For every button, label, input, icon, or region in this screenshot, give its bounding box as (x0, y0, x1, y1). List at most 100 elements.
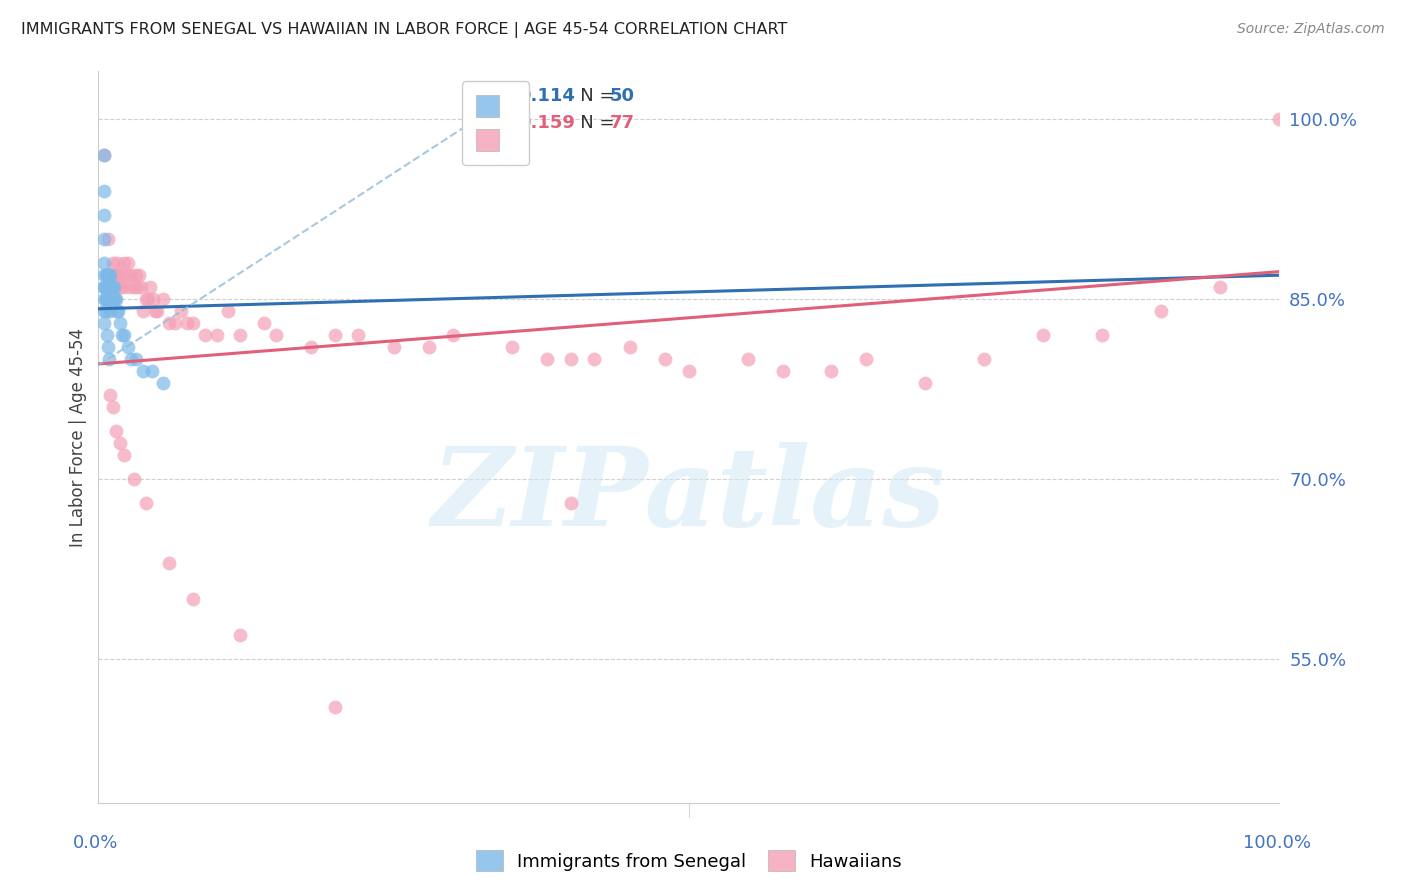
Point (125, 352, 148, 367)
Point (121, 268, 143, 283)
Text: 100.0%: 100.0% (1243, 834, 1310, 852)
Point (96, 280, 118, 294)
Point (115, 268, 138, 283)
Point (205, 328, 228, 343)
Point (382, 340, 405, 354)
Point (117, 340, 139, 354)
Point (98, 388, 121, 402)
Point (111, 268, 134, 283)
Point (132, 364, 155, 378)
Point (122, 280, 145, 294)
Point (107, 268, 129, 283)
Point (1091, 328, 1114, 343)
Point (129, 280, 152, 294)
Point (93, 208, 115, 222)
Point (418, 340, 440, 354)
Point (112, 448, 135, 462)
Point (142, 292, 165, 306)
Point (181, 316, 204, 330)
Point (105, 292, 128, 306)
Point (737, 352, 759, 367)
Point (157, 556, 180, 570)
Point (678, 364, 700, 378)
Point (101, 280, 124, 294)
Point (97, 268, 120, 283)
Text: ZIPatlas: ZIPatlas (432, 442, 946, 549)
Text: 0.0%: 0.0% (73, 834, 118, 852)
Point (122, 472, 145, 486)
Point (323, 328, 346, 343)
Point (98, 292, 121, 306)
Point (441, 328, 464, 343)
Point (108, 280, 131, 294)
Point (97, 292, 120, 306)
Text: 0.114: 0.114 (517, 87, 575, 105)
Point (772, 364, 794, 378)
Point (97, 232, 120, 246)
Point (108, 436, 131, 450)
Point (299, 340, 322, 354)
Point (112, 280, 135, 294)
Point (96, 268, 118, 283)
Point (264, 328, 287, 343)
Point (176, 316, 198, 330)
Point (93, 256, 115, 270)
Point (139, 280, 162, 294)
Point (914, 376, 936, 391)
Point (229, 328, 252, 343)
Point (135, 496, 157, 510)
Y-axis label: In Labor Force | Age 45-54: In Labor Force | Age 45-54 (69, 327, 87, 547)
Point (94, 292, 117, 306)
Point (93, 268, 115, 283)
Point (619, 340, 641, 354)
Point (536, 352, 558, 367)
Point (98, 280, 121, 294)
Point (146, 304, 169, 318)
Point (105, 424, 128, 438)
Point (103, 280, 125, 294)
Point (93, 280, 115, 294)
Point (98, 268, 121, 283)
Text: N =: N = (562, 87, 620, 105)
Point (253, 316, 276, 330)
Point (112, 256, 135, 270)
Point (103, 292, 125, 306)
Text: N =: N = (562, 113, 620, 131)
Point (104, 292, 127, 306)
Point (105, 256, 128, 270)
Point (100, 292, 122, 306)
Text: Source: ZipAtlas.com: Source: ZipAtlas.com (1237, 22, 1385, 37)
Point (170, 304, 193, 318)
Point (98, 304, 121, 318)
Point (181, 591, 204, 606)
Point (152, 376, 174, 391)
Point (103, 268, 125, 283)
Point (94, 292, 117, 306)
Point (128, 268, 150, 283)
Point (217, 304, 239, 318)
Text: 0.159: 0.159 (517, 113, 575, 131)
Point (101, 256, 124, 270)
Point (94, 280, 117, 294)
Point (93, 232, 115, 246)
Point (101, 400, 124, 414)
Point (98, 268, 121, 283)
Point (973, 352, 995, 367)
Point (93, 184, 115, 198)
Point (98, 352, 121, 367)
Point (820, 364, 842, 378)
Point (1032, 328, 1054, 343)
Point (93, 148, 115, 162)
Point (1150, 304, 1173, 318)
Text: IMMIGRANTS FROM SENEGAL VS HAWAIIAN IN LABOR FORCE | AGE 45-54 CORRELATION CHART: IMMIGRANTS FROM SENEGAL VS HAWAIIAN IN L… (21, 22, 787, 38)
Point (111, 328, 134, 343)
Point (108, 316, 131, 330)
Point (152, 292, 174, 306)
Point (105, 268, 128, 283)
Point (654, 352, 676, 367)
Point (93, 148, 115, 162)
Point (98, 268, 121, 283)
Point (141, 364, 163, 378)
Point (98, 280, 121, 294)
Legend: Immigrants from Senegal, Hawaiians: Immigrants from Senegal, Hawaiians (468, 843, 910, 879)
